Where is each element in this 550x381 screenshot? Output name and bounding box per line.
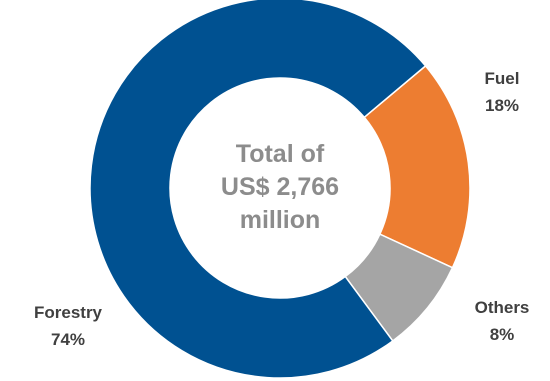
slice-forestry: [89, 0, 427, 379]
slice-label-forestry-name: Forestry: [34, 303, 103, 322]
slice-label-others-percent: 8%: [490, 325, 515, 344]
donut-slices: [89, 0, 471, 379]
slice-label-fuel-percent: 18%: [485, 96, 519, 115]
center-text-line-3: million: [240, 206, 321, 234]
slice-label-forestry-percent: 74%: [51, 330, 85, 349]
center-text-line-2: US$ 2,766: [221, 173, 339, 201]
center-text-line-1: Total of: [236, 140, 325, 168]
slice-label-fuel-name: Fuel: [485, 69, 520, 88]
slice-label-others-name: Others: [475, 298, 530, 317]
slice-labels: Fuel 18% Others 8% Forestry 74%: [34, 69, 529, 349]
center-label: Total of US$ 2,766 million: [221, 140, 339, 234]
